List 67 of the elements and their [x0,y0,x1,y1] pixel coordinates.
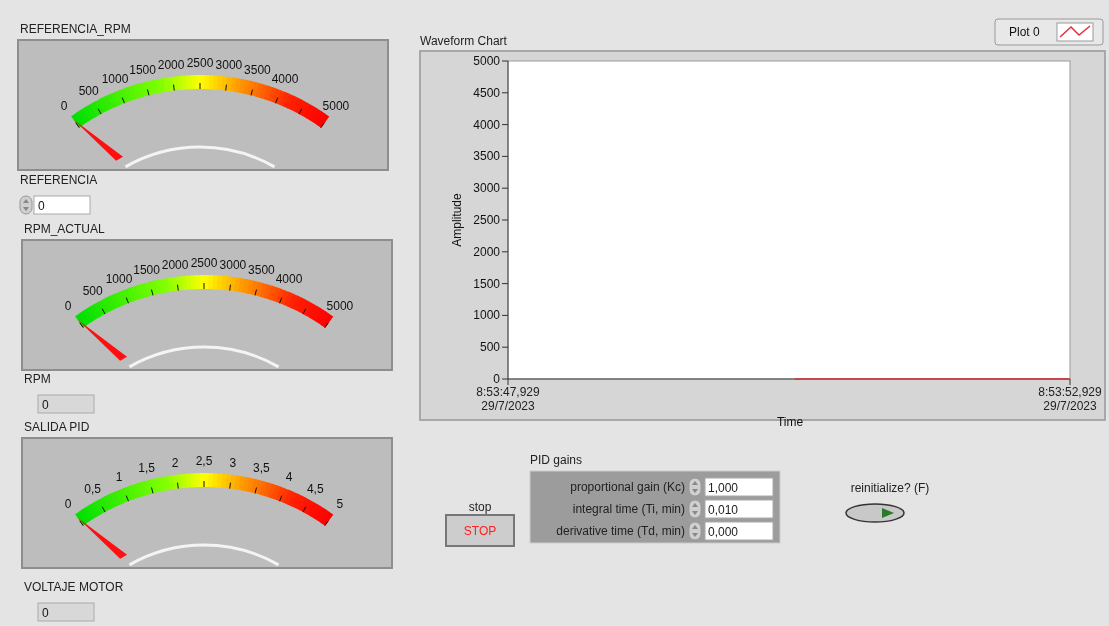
text: 5000 [322,99,350,114]
y-axis-title: Amplitude [450,193,464,247]
text: 0,010 [708,503,739,517]
text: 0 [64,299,72,314]
text: 3500 [244,63,272,78]
text: integral time (Ti, min) [572,502,685,516]
text: derivative time (Td, min) [556,524,685,538]
text: 3000 [219,257,247,272]
y-tick-label: 3000 [473,181,501,196]
text: 500 [82,284,104,299]
text: 1000 [101,71,129,86]
text: PID gains [530,453,583,467]
text: 2000 [157,57,185,72]
text: 3,5 [253,461,271,476]
x-axis-title: Time [776,415,804,429]
text: 5 [336,497,344,512]
text: 0,5 [84,482,102,497]
text: reinitialize? (F) [850,481,930,495]
y-tick-label: 0 [493,372,501,386]
text: 3500 [248,263,276,278]
y-tick-label: 2000 [473,244,501,259]
y-tick-label: 4500 [473,85,501,100]
text: 2500 [190,256,218,270]
y-tick-label: 1500 [473,276,501,291]
text: 4000 [275,271,303,286]
text: RPM [24,372,51,386]
text: proportional gain (Kc) [570,480,685,494]
text: 1,5 [138,461,156,476]
text: 3000 [215,57,243,72]
text: SALIDA PID [24,420,90,434]
text: 2,5 [195,454,213,468]
text: 0 [64,497,72,512]
text: stop [468,500,492,514]
text: 2500 [186,56,214,70]
text: 3 [229,455,237,470]
text: VOLTAJE MOTOR [24,580,124,594]
text: 0 [42,398,49,412]
text: 0 [60,99,68,114]
legend-label: Plot 0 [1009,25,1041,39]
y-tick-label: 1000 [473,308,501,323]
text: 4 [285,469,293,484]
text: 5000 [326,299,354,314]
text: 0,000 [708,525,739,539]
text: 1,000 [708,481,739,495]
x-tick-label: 8:53:52,929 29/7/2023 [1038,385,1103,413]
text: REFERENCIA_RPM [20,22,131,36]
text: 1 [115,469,123,484]
text: RPM_ACTUAL [24,222,106,236]
chart-title: Waveform Chart [420,34,508,48]
y-tick-label: 5000 [473,54,501,68]
text: 1500 [133,263,161,278]
text: REFERENCIA [20,173,98,187]
text: 0 [42,606,49,620]
text: 2000 [161,257,189,272]
y-tick-label: 3500 [473,149,501,164]
text: 4000 [271,71,299,86]
text: 1000 [105,271,133,286]
text: 4,5 [306,482,324,497]
x-tick-label: 8:53:47,929 29/7/2023 [476,385,541,413]
text: 0 [38,199,45,213]
text: 1500 [129,63,157,78]
text: 2 [171,455,179,470]
y-tick-label: 500 [479,340,501,355]
text: STOP [463,524,497,538]
text: 500 [78,84,100,99]
y-tick-label: 2500 [473,213,501,227]
y-tick-label: 4000 [473,117,501,132]
